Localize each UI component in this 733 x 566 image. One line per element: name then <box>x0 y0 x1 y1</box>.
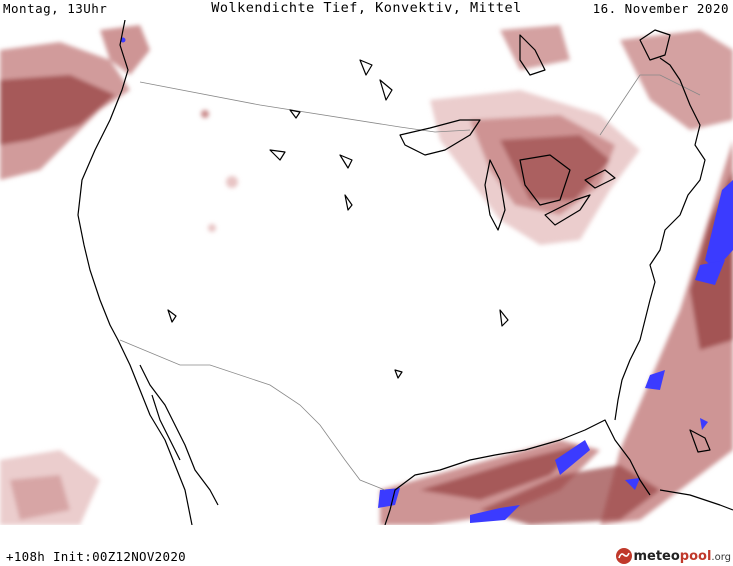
forecast-date: 16. November 2020 <box>592 1 729 16</box>
meteopool-logo-icon <box>616 548 633 564</box>
cloud-field <box>0 25 733 525</box>
meteopool-logo-text: meteopool.org <box>633 548 731 564</box>
header-bar: Montag, 13Uhr Wolkendichte Tief, Konvekt… <box>0 0 733 20</box>
cloud-area-atlantic-front <box>600 140 733 525</box>
cloud-max-cores <box>120 37 733 523</box>
lake-ontario <box>584 169 616 189</box>
lake-erie <box>544 194 591 226</box>
lake-huron <box>519 154 571 206</box>
lake-superior <box>399 119 481 156</box>
meteopool-logo[interactable]: meteopool.org <box>615 546 731 566</box>
map-title: Wolkendichte Tief, Konvektiv, Mittel <box>211 0 522 16</box>
political-borders <box>119 74 701 491</box>
footer-bar: +108h Init:00Z12NOV2020 meteopool.org <box>0 525 733 566</box>
cloud-density-map <box>0 20 733 525</box>
coastlines <box>77 20 733 525</box>
forecast-time: Montag, 13Uhr <box>3 1 108 16</box>
model-run-info: +108h Init:00Z12NOV2020 <box>6 549 186 564</box>
lake-michigan <box>484 159 506 231</box>
